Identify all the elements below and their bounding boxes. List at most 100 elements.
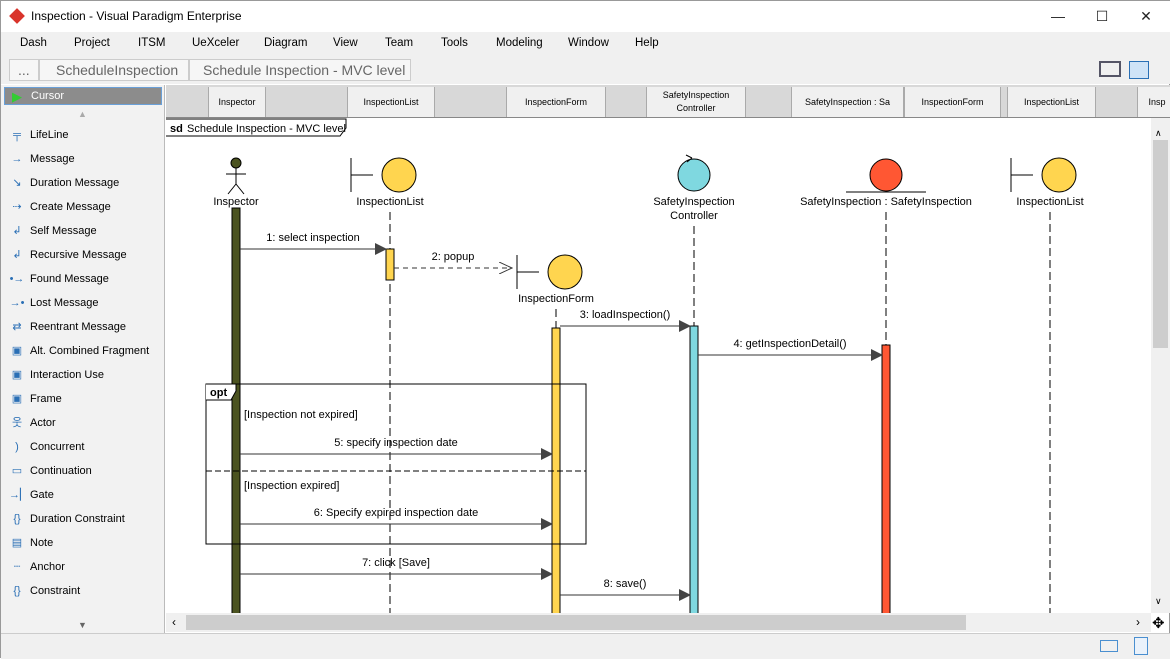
scroll-right-icon[interactable]: › [1136,615,1140,629]
pan-icon[interactable]: ✥ [1152,615,1165,632]
close-button[interactable]: ✕ [1140,8,1152,24]
lifeline-header-cell[interactable]: SafetyInspection : Sa [791,87,904,117]
palette-item-gate[interactable]: →▏ Gate [9,485,159,505]
menu-window[interactable]: Window [568,37,609,49]
entity-icon[interactable] [869,158,903,192]
status-bar [1,633,1170,659]
lifeline-name-label: SafetyInspection [653,196,734,208]
frame-tab[interactable] [166,118,347,137]
lifeline-header-bar: Inspector InspectionList InspectionForm Saf… [166,85,1170,118]
document-icon[interactable] [1134,637,1148,655]
palette-item-interaction-use[interactable]: ▣ Interaction Use [9,365,159,385]
palette-item-continuation[interactable]: ▭ Continuation [9,461,159,481]
palette-item-lifeline[interactable]: ╤ LifeLine [9,125,159,145]
lifeline-header-cell[interactable]: SafetyInspection Controller [646,87,746,117]
diagram-canvas[interactable]: sd Schedule Inspection - MVC level Inspect… [166,118,1151,613]
actor-icon[interactable] [230,157,242,169]
menu-dash[interactable]: Dash [20,37,47,49]
actor-icon: 웃 [11,417,23,429]
menu-modeling[interactable]: Modeling [496,37,543,49]
minimize-button[interactable]: — [1051,8,1065,24]
palette-item-alt-combined-fragment[interactable]: ▣ Alt. Combined Fragment [9,341,159,361]
boundary-icon[interactable] [1041,157,1077,193]
palette-item-create-message[interactable]: ⇢ Create Message [9,197,159,217]
palette-item-duration-constraint[interactable]: {} Duration Constraint [9,509,159,529]
lifeline-header-cell[interactable]: InspectionList [1007,87,1096,117]
horizontal-scrollbar[interactable]: ‹ › [166,613,1151,632]
boundary-icon[interactable] [350,158,373,192]
activation-bar[interactable] [689,325,699,613]
vertical-scrollbar[interactable]: ∧ ∨ [1151,118,1170,613]
palette-item-actor[interactable]: 웃 Actor [9,413,159,433]
palette-item-constraint[interactable]: {} Constraint [9,581,159,601]
message-label: 6: Specify expired inspection date [314,507,479,519]
palette-item-message[interactable]: → Message [9,149,159,169]
lifeline-header-cell[interactable]: InspectionForm [904,87,1001,117]
menu-uexceler[interactable]: UeXceler [192,37,240,49]
continuation-icon: ▭ [11,465,23,477]
palette-item-reentrant-message[interactable]: ⇄ Reentrant Message [9,317,159,337]
lifeline-header-cell[interactable]: Inspector [208,87,266,117]
menu-team[interactable]: Team [385,37,414,49]
opt-fragment[interactable] [205,383,587,545]
breadcrumb-item[interactable]: ScheduleInspection [39,59,189,81]
breadcrumb-more[interactable]: ... [9,59,39,81]
activation-bar[interactable] [385,248,395,281]
fit-view-icon[interactable] [1099,61,1121,77]
lost-message-icon: →• [9,297,25,309]
activation-bar[interactable] [551,327,561,613]
lifeline-header-cell[interactable]: InspectionForm [506,87,606,117]
palette-item-label: Found Message [30,273,109,285]
breadcrumb-item-current[interactable]: Schedule Inspection - MVC level [189,59,411,81]
fragment-operator-tab[interactable] [206,383,237,401]
palette-item-duration-message[interactable]: ↘ Duration Message [9,173,159,193]
lifeline-name-label: Inspector [213,196,259,208]
menu-itsm[interactable]: ITSM [138,37,166,49]
layout-icon[interactable] [1129,61,1149,79]
palette-item-found-message[interactable]: •→ Found Message [9,269,159,289]
control-icon[interactable] [677,158,711,192]
vertical-scroll-thumb[interactable] [1153,140,1168,348]
scroll-up-icon[interactable]: ∧ [1155,128,1162,138]
palette-item-concurrent[interactable]: ) Concurrent [9,437,159,457]
palette-item-anchor[interactable]: ┄ Anchor [9,557,159,577]
palette-item-note[interactable]: ▤ Note [9,533,159,553]
control-icon[interactable] [685,154,693,163]
lifeline-header-cell[interactable]: Insp [1137,87,1170,117]
boundary-icon[interactable] [1010,158,1033,192]
palette-cursor[interactable]: Cursor [4,87,162,105]
horizontal-scroll-thumb[interactable] [186,615,966,630]
activation-bar[interactable] [231,207,241,613]
palette-item-label: Alt. Combined Fragment [30,345,150,357]
lifeline-header-cell[interactable]: InspectionList [347,87,435,117]
menu-view[interactable]: View [333,37,358,49]
guard-label: [Inspection not expired] [244,409,358,421]
message-label: 7: click [Save] [362,557,430,569]
scroll-down-icon[interactable]: ▼ [78,620,87,630]
diagram-toolbar [1,85,165,633]
activation-bar[interactable] [881,344,891,613]
scroll-up-icon[interactable]: ▲ [78,109,87,119]
menu-project[interactable]: Project [74,37,110,49]
palette-item-lost-message[interactable]: →• Lost Message [9,293,159,313]
palette-item-recursive-message[interactable]: ↲ Recursive Message [9,245,159,265]
message-label: 2: popup [432,251,475,263]
actor-icon[interactable] [226,168,246,195]
duration-constraint-icon: {} [13,513,21,525]
frame-label-text: sd [170,123,183,135]
palette-item-self-message[interactable]: ↲ Self Message [9,221,159,241]
menu-diagram[interactable]: Diagram [264,37,308,49]
message-label: 3: loadInspection() [580,309,671,321]
boundary-icon[interactable] [547,254,583,290]
palette-item-label: Create Message [30,201,111,213]
boundary-icon[interactable] [516,255,539,289]
menu-tools[interactable]: Tools [441,37,468,49]
menu-help[interactable]: Help [635,37,659,49]
palette-item-label: Continuation [30,465,92,477]
maximize-button[interactable]: ☐ [1095,8,1109,24]
palette-item-frame[interactable]: ▣ Frame [9,389,159,409]
scroll-down-icon[interactable]: ∨ [1155,596,1162,606]
boundary-icon[interactable] [381,157,417,193]
scroll-left-icon[interactable]: ‹ [172,615,176,629]
mail-icon[interactable] [1100,640,1118,652]
